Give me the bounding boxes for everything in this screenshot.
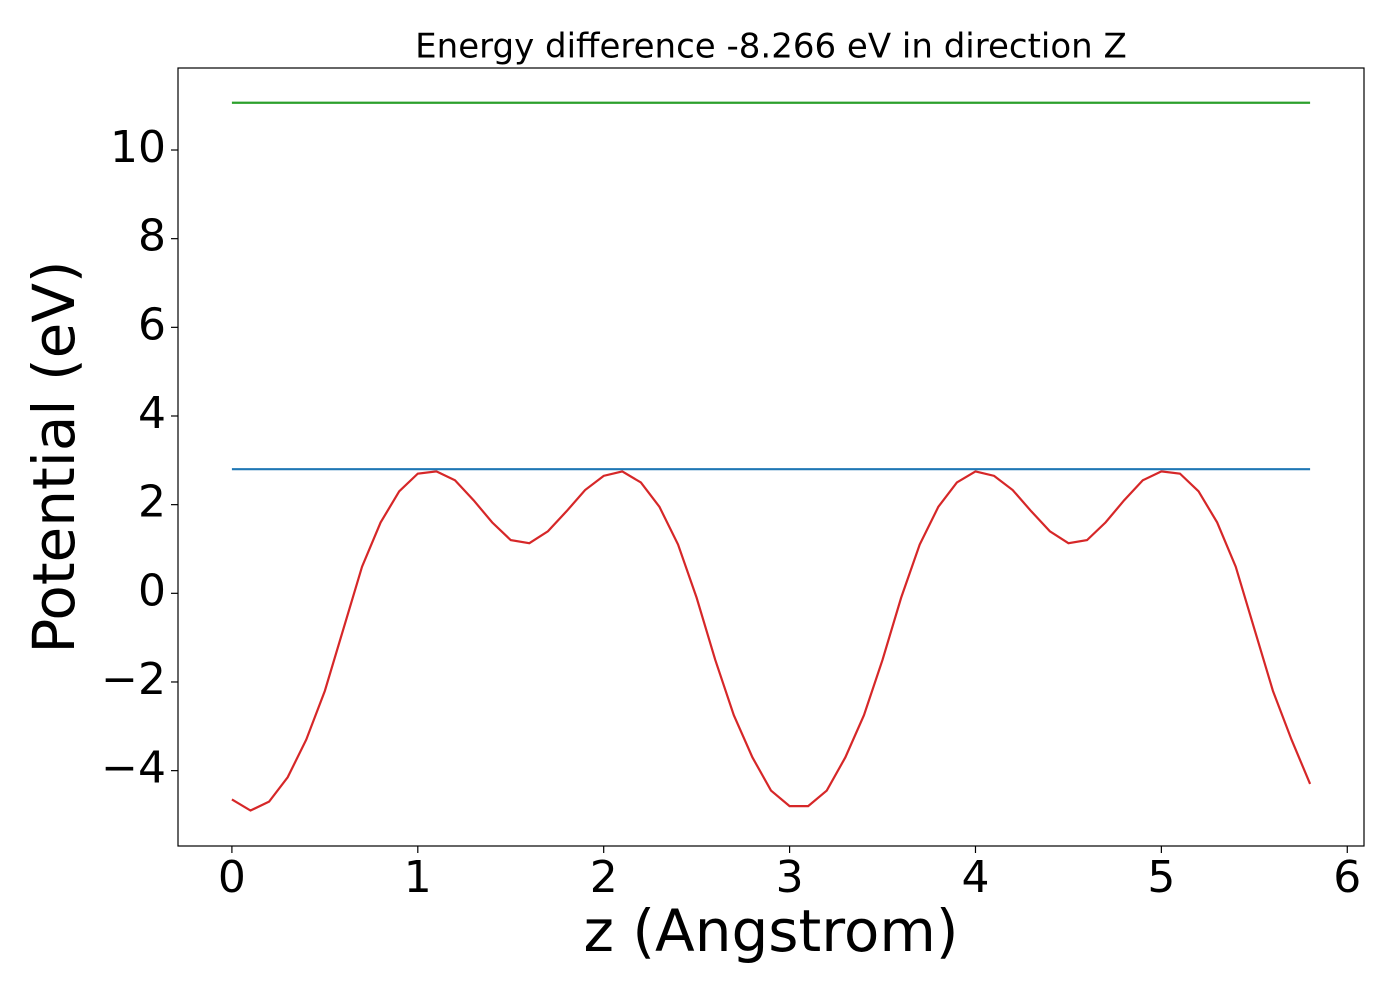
data-line bbox=[231, 470, 1312, 812]
x-axis-label: z (Angstrom) bbox=[584, 897, 959, 965]
x-tick-label: 6 bbox=[1333, 852, 1361, 903]
y-tick-label: 2 bbox=[138, 477, 166, 528]
x-tick-label: 4 bbox=[961, 852, 989, 903]
x-tick-label: 5 bbox=[1147, 852, 1175, 903]
y-tick-label: −4 bbox=[101, 743, 166, 794]
y-tick-label: 8 bbox=[138, 211, 166, 262]
x-tick-label: 0 bbox=[218, 852, 246, 903]
x-tick-label: 3 bbox=[776, 852, 804, 903]
x-tick-label: 2 bbox=[590, 852, 618, 903]
y-tick-label: 0 bbox=[138, 565, 166, 616]
plot-frame bbox=[177, 67, 1365, 847]
y-tick-label: 6 bbox=[138, 299, 166, 350]
chart-title: Energy difference -8.266 eV in direction… bbox=[415, 27, 1127, 67]
x-tick-label: 1 bbox=[404, 852, 432, 903]
y-tick-label: 10 bbox=[110, 122, 166, 173]
y-tick-label: −2 bbox=[101, 654, 166, 705]
y-axis-label: Potential (eV) bbox=[20, 260, 88, 653]
y-tick-label: 4 bbox=[138, 388, 166, 439]
